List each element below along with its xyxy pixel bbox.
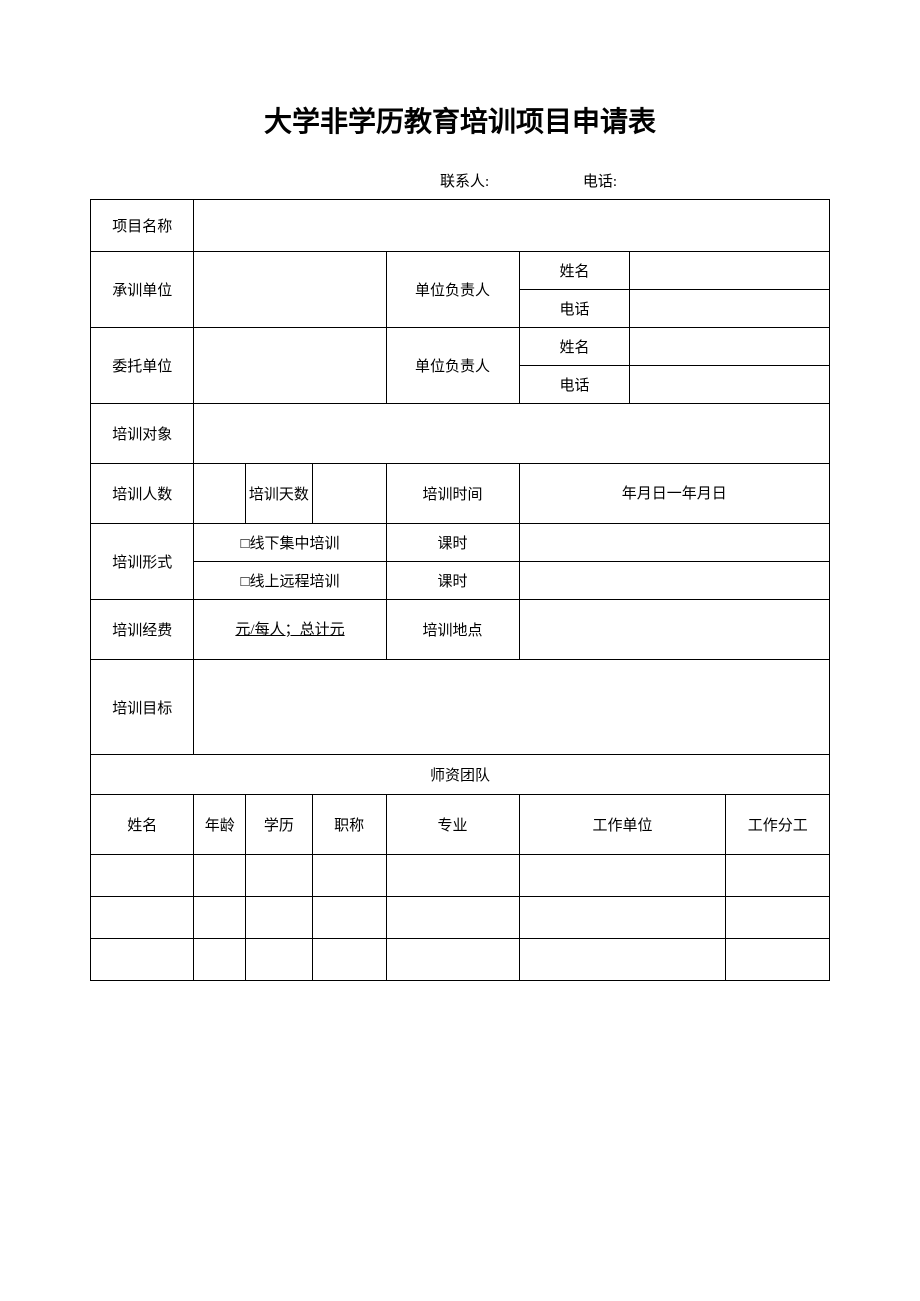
cell-name[interactable] <box>91 897 194 939</box>
col-division: 工作分工 <box>726 795 830 855</box>
contact-row: 联系人: 电话: <box>90 170 830 191</box>
cell-division[interactable] <box>726 939 830 981</box>
col-name: 姓名 <box>91 795 194 855</box>
field-training-target[interactable] <box>194 404 830 464</box>
label-entrusting-unit: 委托单位 <box>91 328 194 404</box>
option-offline[interactable]: □线下集中培训 <box>194 524 386 562</box>
col-work-unit: 工作单位 <box>519 795 726 855</box>
contact-person-label: 联系人: <box>440 170 489 191</box>
field-class-hours-2[interactable] <box>519 562 829 600</box>
table-row <box>91 939 830 981</box>
label-unit-leader-2: 单位负责人 <box>386 328 519 404</box>
cell-division[interactable] <box>726 897 830 939</box>
label-faculty-team: 师资团队 <box>91 755 830 795</box>
label-training-location: 培训地点 <box>386 600 519 660</box>
field-leader-name-2[interactable] <box>630 328 830 366</box>
label-leader-phone-1: 电话 <box>519 290 630 328</box>
cell-major[interactable] <box>386 939 519 981</box>
label-training-fee: 培训经费 <box>91 600 194 660</box>
field-training-location[interactable] <box>519 600 829 660</box>
label-leader-phone-2: 电话 <box>519 366 630 404</box>
cell-title[interactable] <box>312 855 386 897</box>
label-training-format: 培训形式 <box>91 524 194 600</box>
label-training-goal: 培训目标 <box>91 660 194 755</box>
field-leader-phone-2[interactable] <box>630 366 830 404</box>
document-title: 大学非学历教育培训项目申请表 <box>90 100 830 140</box>
cell-education[interactable] <box>246 855 313 897</box>
cell-name[interactable] <box>91 939 194 981</box>
label-project-name: 项目名称 <box>91 200 194 252</box>
field-training-days[interactable] <box>312 464 386 524</box>
field-project-name[interactable] <box>194 200 830 252</box>
cell-major[interactable] <box>386 897 519 939</box>
cell-name[interactable] <box>91 855 194 897</box>
cell-work-unit[interactable] <box>519 939 726 981</box>
field-training-fee[interactable]: 元/每人；总计元 <box>194 600 386 660</box>
field-leader-phone-1[interactable] <box>630 290 830 328</box>
cell-title[interactable] <box>312 939 386 981</box>
cell-work-unit[interactable] <box>519 897 726 939</box>
label-training-count: 培训人数 <box>91 464 194 524</box>
label-leader-name-2: 姓名 <box>519 328 630 366</box>
label-training-unit: 承训单位 <box>91 252 194 328</box>
col-title: 职称 <box>312 795 386 855</box>
table-row <box>91 897 830 939</box>
col-education: 学历 <box>246 795 313 855</box>
label-class-hours-2: 课时 <box>386 562 519 600</box>
option-online[interactable]: □线上远程培训 <box>194 562 386 600</box>
cell-age[interactable] <box>194 855 246 897</box>
cell-work-unit[interactable] <box>519 855 726 897</box>
cell-age[interactable] <box>194 939 246 981</box>
cell-title[interactable] <box>312 897 386 939</box>
field-training-time[interactable]: 年月日一年月日 <box>519 464 829 524</box>
contact-phone-label: 电话: <box>583 170 617 191</box>
table-row <box>91 855 830 897</box>
field-leader-name-1[interactable] <box>630 252 830 290</box>
field-class-hours-1[interactable] <box>519 524 829 562</box>
label-training-target: 培训对象 <box>91 404 194 464</box>
cell-major[interactable] <box>386 855 519 897</box>
cell-education[interactable] <box>246 897 313 939</box>
field-entrusting-unit[interactable] <box>194 328 386 404</box>
label-leader-name-1: 姓名 <box>519 252 630 290</box>
field-training-count[interactable] <box>194 464 246 524</box>
label-unit-leader-1: 单位负责人 <box>386 252 519 328</box>
application-form-table: 项目名称 承训单位 单位负责人 姓名 电话 委托单位 单位负责人 姓名 电话 培… <box>90 199 830 981</box>
cell-division[interactable] <box>726 855 830 897</box>
col-major: 专业 <box>386 795 519 855</box>
field-training-goal[interactable] <box>194 660 830 755</box>
field-training-unit[interactable] <box>194 252 386 328</box>
col-age: 年龄 <box>194 795 246 855</box>
cell-education[interactable] <box>246 939 313 981</box>
cell-age[interactable] <box>194 897 246 939</box>
label-training-days: 培训天数 <box>246 464 313 524</box>
label-class-hours-1: 课时 <box>386 524 519 562</box>
label-training-time: 培训时间 <box>386 464 519 524</box>
